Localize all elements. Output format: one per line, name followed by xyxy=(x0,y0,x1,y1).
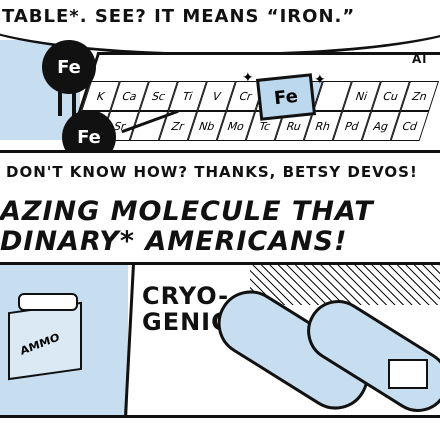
bullets-icon xyxy=(18,293,78,311)
crate-label: AMMO xyxy=(19,330,61,358)
atom-bond xyxy=(58,92,62,116)
cryo-title-1: CRYO- xyxy=(142,282,230,310)
headline-line-1: AZING MOLECULE THAT xyxy=(0,196,374,227)
headline-line-2: DINARY* AMERICANS! xyxy=(0,226,348,257)
control-panel-icon xyxy=(388,359,428,389)
caption-bar: DON'T KNOW HOW? THANKS, BETSY DEVOS! xyxy=(0,150,440,198)
bottom-comic-panel: AMMO CRYO- GENICS xyxy=(0,262,440,418)
speech-text: TABLE*. SEE? IT MEANS “IRON.” xyxy=(2,6,356,27)
headline-panel: AZING MOLECULE THAT DINARY* AMERICANS! xyxy=(0,192,440,262)
atom-bond xyxy=(72,92,76,116)
periodic-row-lower: Rb Sr Zr Nb Mo Tc Ru Rh Pd Ag Cd xyxy=(71,111,430,141)
iron-atom-icon: Fe xyxy=(62,110,116,150)
highlighted-element-fe: Fe xyxy=(255,73,317,121)
corner-element: Al xyxy=(412,52,428,66)
iron-atom-icon: Fe xyxy=(42,40,96,94)
caption-text: DON'T KNOW HOW? THANKS, BETSY DEVOS! xyxy=(6,163,418,181)
sparkle-icon: ✦ xyxy=(242,70,254,86)
top-comic-panel: TABLE*. SEE? IT MEANS “IRON.” K Ca Sc Ti… xyxy=(0,0,440,150)
sparkle-icon: ✦ xyxy=(314,72,326,88)
ammo-crate: AMMO xyxy=(8,301,82,381)
hatched-wall xyxy=(250,265,440,305)
